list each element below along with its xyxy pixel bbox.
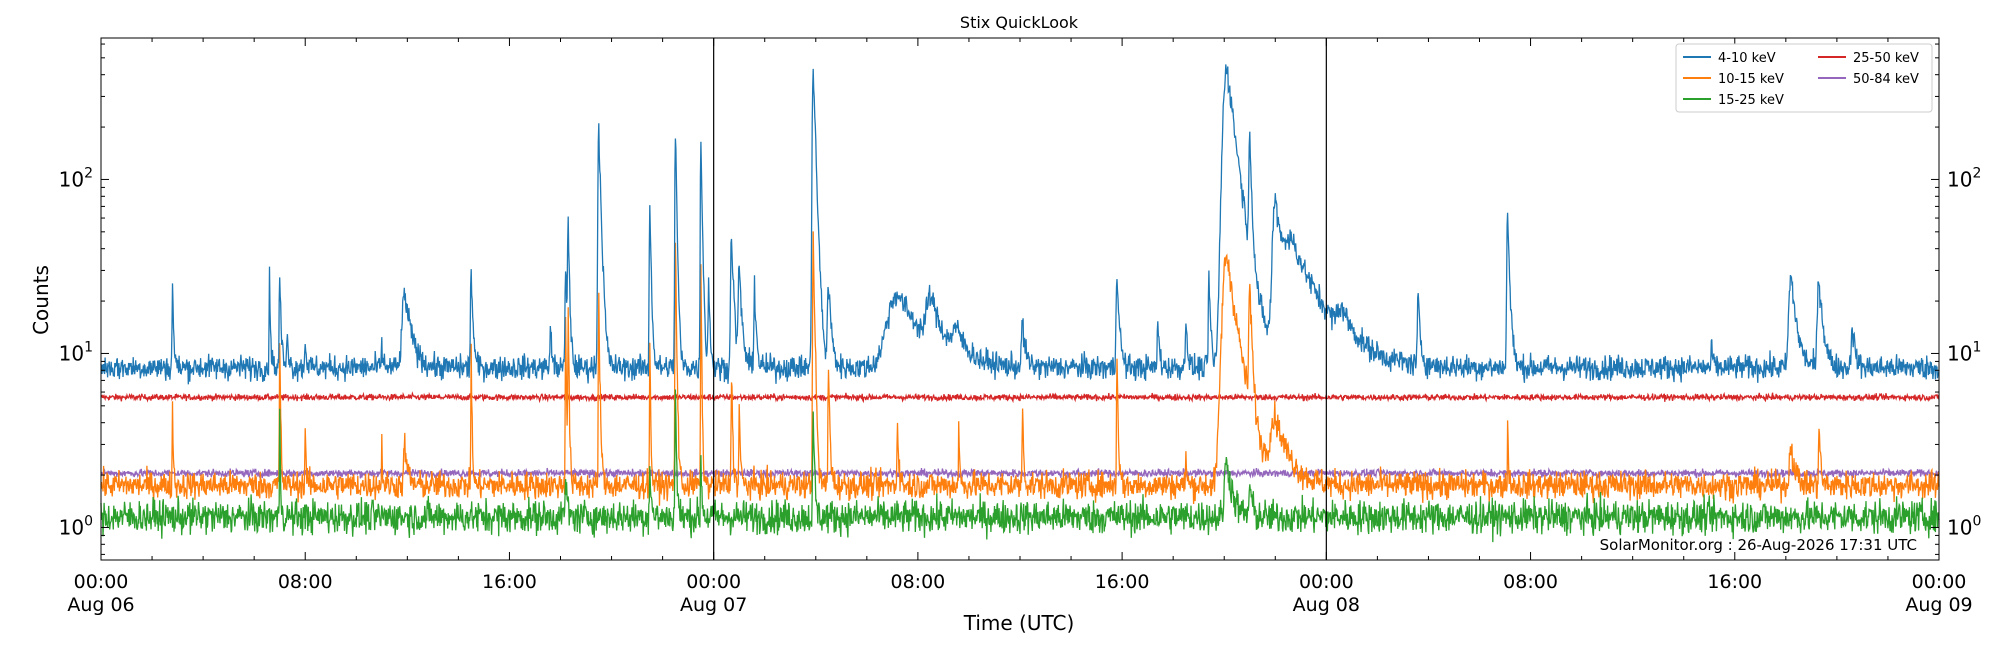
series-layer <box>100 64 1940 543</box>
x-tick-date-label: Aug 09 <box>1905 594 1972 616</box>
y-tick-label-right: 101 <box>1947 339 1981 365</box>
series-line-4-10-keV <box>100 64 1940 385</box>
series-line-25-50-keV <box>100 391 1940 404</box>
x-tick-label: 00:00 <box>686 571 741 593</box>
legend-label: 10-15 keV <box>1718 72 1784 87</box>
legend-label: 50-84 keV <box>1853 72 1919 87</box>
y-axis: 100 100 101 101 102 102 <box>59 43 1981 555</box>
y-tick-label-left: 101 <box>59 339 93 365</box>
y-tick-label-right: 102 <box>1947 165 1981 191</box>
day-separators <box>713 38 1327 560</box>
source-annotation: SolarMonitor.org : 26-Aug-2026 17:31 UTC <box>1600 536 1917 554</box>
x-axis-label: Time (UTC) <box>963 611 1075 635</box>
x-tick-label: 16:00 <box>482 571 537 593</box>
y-tick-label-right: 100 <box>1947 513 1981 539</box>
legend-box <box>1675 43 1933 113</box>
x-tick-label: 16:00 <box>1707 571 1762 593</box>
x-tick-label: 08:00 <box>278 571 333 593</box>
series-line-50-84-keV <box>100 467 1940 480</box>
legend-label: 15-25 keV <box>1718 93 1784 108</box>
x-tick-label: 00:00 <box>1912 571 1967 593</box>
x-tick-date-label: Aug 07 <box>680 594 747 616</box>
x-tick-label: 08:00 <box>891 571 946 593</box>
chart-title: Stix QuickLook <box>960 13 1079 32</box>
legend: 4-10 keV 10-15 keV 15-25 keV 25-50 keV 50-84… <box>1675 43 1933 113</box>
x-tick-label: 00:00 <box>74 571 129 593</box>
legend-label: 4-10 keV <box>1718 51 1776 66</box>
x-tick-date-label: Aug 08 <box>1293 594 1360 616</box>
x-tick-label: 00:00 <box>1299 571 1354 593</box>
y-axis-label: Counts <box>29 265 53 335</box>
x-tick-date-label: Aug 06 <box>67 594 134 616</box>
series-line-10-15-keV <box>100 231 1940 506</box>
y-tick-label-left: 102 <box>59 165 93 191</box>
x-tick-label: 16:00 <box>1095 571 1150 593</box>
x-tick-label: 08:00 <box>1503 571 1558 593</box>
series-line-15-25-keV <box>100 389 1940 543</box>
y-tick-label-left: 100 <box>59 513 93 539</box>
legend-label: 25-50 keV <box>1853 51 1919 66</box>
